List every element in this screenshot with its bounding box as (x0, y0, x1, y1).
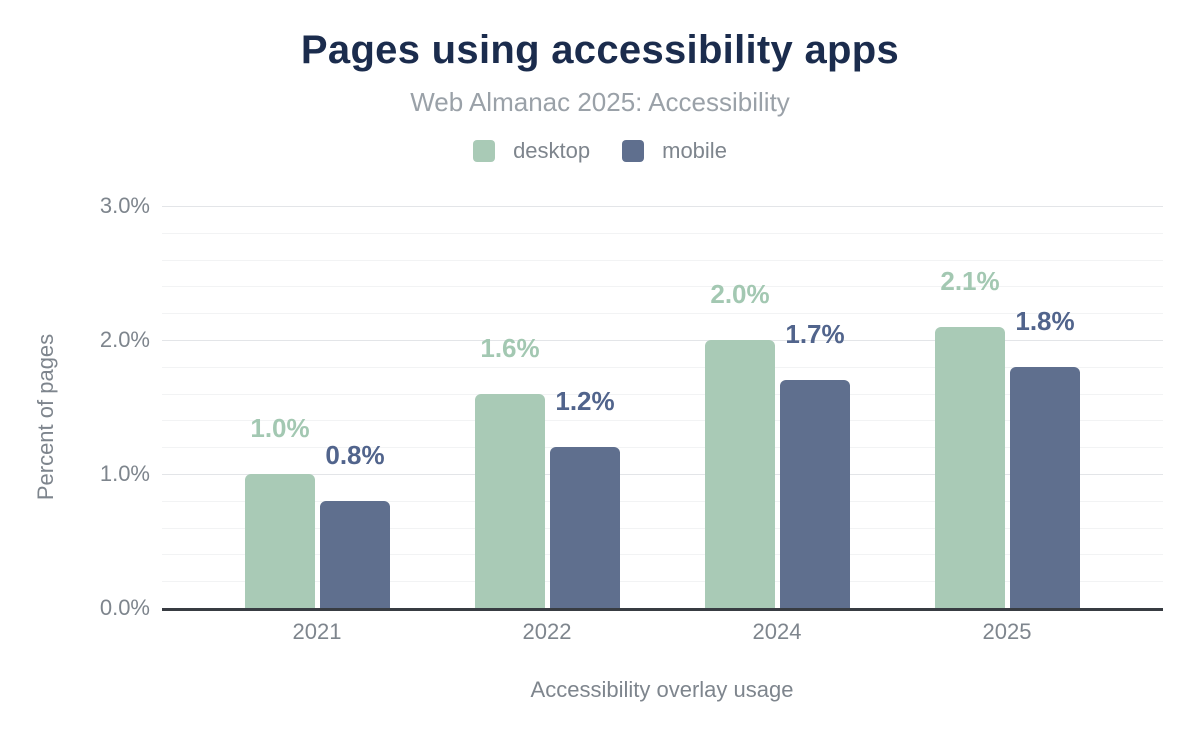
legend-swatch-desktop (473, 140, 496, 162)
gridline-major (162, 206, 1163, 207)
x-axis-title: Accessibility overlay usage (530, 677, 794, 702)
y-tick-label: 2.0% (99, 327, 150, 352)
gridline-minor (162, 232, 1163, 234)
legend-label-desktop: desktop (513, 138, 591, 163)
bar-mobile-2021[interactable] (320, 500, 390, 608)
bar-value-label-desktop-2024: 2.0% (710, 279, 770, 309)
bar-value-label-mobile-2025: 1.8% (1015, 305, 1075, 336)
bar-desktop-2022[interactable] (475, 393, 545, 608)
legend-swatch-mobile (622, 140, 645, 162)
gridline-minor (162, 286, 1163, 288)
gridline-minor (162, 259, 1163, 261)
bar-mobile-2024[interactable] (780, 380, 850, 608)
bar-mobile-2025[interactable] (1010, 366, 1080, 608)
legend-item-mobile[interactable]: mobile (622, 140, 727, 162)
bar-value-label-desktop-2025: 2.1% (940, 265, 1000, 296)
gridline-minor (162, 500, 1163, 502)
gridline-major (162, 340, 1163, 341)
legend: desktop mobile (0, 140, 1200, 162)
bar-value-label-mobile-2021: 0.8% (325, 439, 385, 470)
gridline-major (162, 474, 1163, 475)
y-tick-label: 1.0% (99, 461, 150, 486)
gridline-minor (162, 420, 1163, 422)
gridline-minor (162, 554, 1163, 556)
bar-desktop-2024[interactable] (705, 340, 775, 608)
x-tick-label-2024: 2024 (752, 619, 802, 644)
y-tick-label: 3.0% (99, 193, 150, 218)
gridline-minor (162, 581, 1163, 583)
x-axis-line (162, 608, 1163, 611)
chart-title: Pages using accessibility apps (300, 28, 900, 72)
bar-value-label-desktop-2021: 1.0% (250, 413, 310, 443)
bar-desktop-2021[interactable] (245, 474, 315, 608)
gridline-minor (162, 366, 1163, 368)
gridline-minor (162, 313, 1163, 315)
x-tick-label-2022: 2022 (522, 619, 572, 644)
bar-value-label-mobile-2022: 1.2% (555, 386, 615, 417)
bar-value-label-desktop-2022: 1.6% (480, 332, 540, 363)
bar-value-label-mobile-2024: 1.7% (785, 319, 845, 350)
legend-item-desktop[interactable]: desktop (473, 140, 590, 162)
bar-mobile-2022[interactable] (550, 447, 620, 608)
bar-desktop-2025[interactable] (935, 326, 1005, 608)
plot-area: 1.0% 0.8% 1.6% 1.2% 2.0% 1.7% 2.1% 1.8% (162, 206, 1163, 611)
x-tick-label-2025: 2025 (982, 619, 1032, 644)
gridline-minor (162, 527, 1163, 529)
y-tick-label: 0.0% (99, 595, 150, 620)
legend-label-mobile: mobile (662, 138, 727, 163)
gridline-minor (162, 447, 1163, 449)
chart-subtitle: Web Almanac 2025: Accessibility (410, 87, 790, 117)
x-tick-label-2021: 2021 (292, 619, 342, 644)
gridline-minor (162, 393, 1163, 395)
